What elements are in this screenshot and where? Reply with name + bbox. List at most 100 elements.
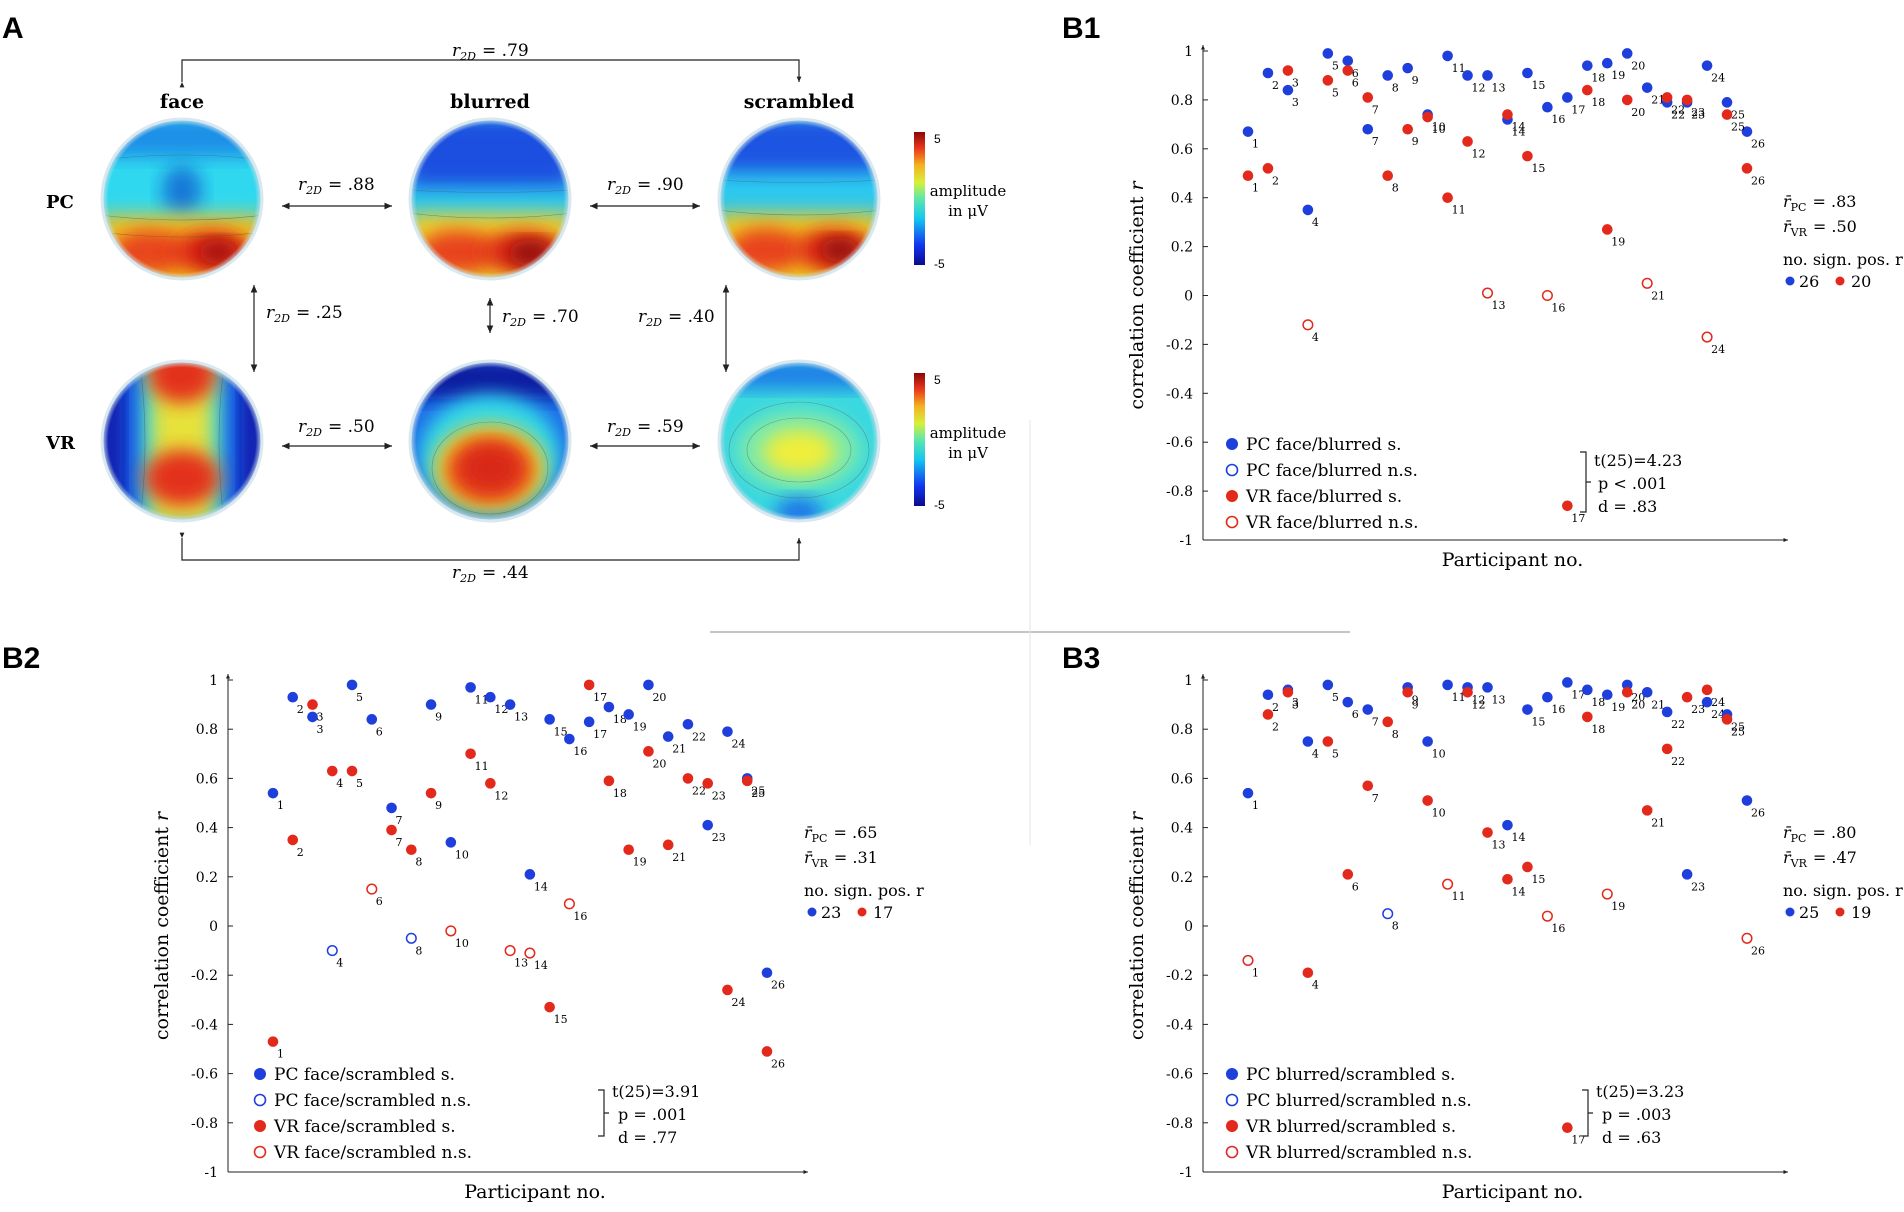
y-tick-label: -0.6 bbox=[191, 1067, 218, 1083]
point-pc-26 bbox=[1741, 126, 1753, 137]
topomap-pc-scrambled bbox=[717, 117, 881, 281]
stats-b2-bracket bbox=[598, 1089, 609, 1137]
point-pc-9 bbox=[1402, 62, 1413, 74]
point-pc-12 bbox=[1462, 70, 1473, 81]
point-vr-20 bbox=[1621, 687, 1633, 698]
point-vr-16 bbox=[1541, 910, 1553, 922]
point-label: 4 bbox=[1312, 216, 1319, 229]
point-label: 26 bbox=[1751, 138, 1765, 151]
point-label: 23 bbox=[712, 789, 726, 802]
point-vr-4 bbox=[1302, 967, 1314, 979]
legend-b1-vr-sig: VR face/blurred s. bbox=[1245, 487, 1402, 507]
point-label: 14 bbox=[534, 880, 548, 893]
point-pc-7 bbox=[1362, 704, 1374, 715]
point-label: 26 bbox=[1751, 944, 1765, 957]
point-pc-8 bbox=[1382, 70, 1394, 81]
colorbar-vr-label-1: amplitude bbox=[930, 424, 1007, 442]
stats-b3-p: p = .003 bbox=[1602, 1105, 1671, 1124]
y-axis-label: correlation coefficient r bbox=[1126, 180, 1148, 410]
point-vr-9 bbox=[425, 787, 437, 799]
stats-b2-t: t(25)=3.91 bbox=[612, 1082, 700, 1101]
summary-b1-pc-dot bbox=[1785, 276, 1795, 286]
point-label: 24 bbox=[1711, 708, 1725, 721]
topomap-vr-blurred bbox=[408, 359, 572, 523]
point-label: 6 bbox=[1352, 880, 1359, 893]
point-label: 11 bbox=[475, 760, 489, 773]
point-label: 14 bbox=[1511, 831, 1525, 844]
colorbar-vr-min: -5 bbox=[934, 498, 945, 512]
summary-b3-rvr: r̄VR = .47 bbox=[1783, 848, 1857, 870]
stats-b3-bracket bbox=[1582, 1089, 1593, 1137]
row-label-pc: PC bbox=[46, 192, 74, 213]
arrow-bottom-face-scrambled bbox=[179, 532, 802, 561]
point-pc-10 bbox=[1422, 736, 1433, 747]
y-tick-label: 0.8 bbox=[196, 722, 218, 738]
topomap-vr-face bbox=[100, 359, 264, 523]
point-vr-13 bbox=[1481, 287, 1494, 299]
point-pc-18 bbox=[603, 701, 615, 713]
point-pc-24 bbox=[1701, 696, 1713, 708]
colorbar-pc-label-1: amplitude bbox=[930, 182, 1007, 200]
point-label: 10 bbox=[1432, 123, 1446, 136]
point-vr-25 bbox=[741, 775, 753, 787]
summary-b3-pc-count: 25 bbox=[1799, 903, 1819, 922]
summary-b2-vr-count: 17 bbox=[873, 903, 893, 922]
point-label: 12 bbox=[1472, 698, 1486, 711]
point-vr-5 bbox=[1322, 75, 1334, 86]
point-vr-1 bbox=[1242, 170, 1254, 181]
point-pc-15 bbox=[1522, 704, 1533, 715]
point-vr-12 bbox=[1462, 687, 1473, 698]
point-label: 25 bbox=[1731, 720, 1745, 733]
legend-b3-vr-sig-marker bbox=[1226, 1120, 1238, 1132]
point-pc-24 bbox=[722, 726, 733, 737]
point-label: 23 bbox=[1691, 703, 1705, 716]
point-pc-13 bbox=[1482, 682, 1493, 693]
point-vr-1 bbox=[1242, 954, 1254, 966]
legend-b2-pc-sig: PC face/scrambled s. bbox=[274, 1065, 455, 1085]
point-pc-6 bbox=[1342, 696, 1354, 708]
point-vr-21 bbox=[662, 839, 674, 851]
point-vr-20 bbox=[1621, 94, 1633, 106]
point-label: 7 bbox=[396, 836, 403, 849]
point-label: 1 bbox=[1252, 182, 1259, 195]
point-label: 1 bbox=[1252, 799, 1259, 812]
point-label: 14 bbox=[1511, 121, 1525, 134]
point-label: 9 bbox=[435, 711, 442, 724]
legend-b1-pc-sig: PC face/blurred s. bbox=[1246, 435, 1402, 455]
point-label: 14 bbox=[534, 959, 548, 972]
point-vr-12 bbox=[485, 778, 496, 789]
point-pc-2 bbox=[1262, 689, 1274, 701]
point-label: 18 bbox=[1591, 96, 1605, 109]
y-tick-label: -0.6 bbox=[1166, 435, 1193, 451]
point-vr-23 bbox=[1681, 94, 1693, 106]
x-axis-label: Participant no. bbox=[464, 1181, 606, 1203]
point-label: 3 bbox=[1292, 696, 1299, 709]
point-label: 22 bbox=[1671, 103, 1685, 116]
stats-b1-t-full: t(25)=4.23 bbox=[1594, 451, 1682, 470]
y-tick-label: 0.2 bbox=[196, 870, 218, 886]
point-label: 15 bbox=[554, 725, 568, 738]
corr-scrambled-pc-vr: r2D = .40 bbox=[638, 307, 715, 329]
point-label: 18 bbox=[1591, 72, 1605, 85]
point-label: 16 bbox=[1551, 302, 1565, 315]
point-label: 10 bbox=[1432, 807, 1446, 820]
y-tick-label: -1 bbox=[204, 1165, 218, 1181]
point-label: 4 bbox=[1312, 748, 1319, 761]
point-label: 16 bbox=[1551, 113, 1565, 126]
point-label: 13 bbox=[514, 711, 528, 724]
point-pc-16 bbox=[564, 733, 575, 745]
point-vr-18 bbox=[603, 775, 615, 787]
y-tick-label: -0.4 bbox=[191, 1017, 218, 1033]
legend-b2-pc-ns: PC face/scrambled n.s. bbox=[274, 1091, 471, 1111]
point-pc-13 bbox=[1482, 70, 1493, 81]
y-tick-label: -0.8 bbox=[1166, 1116, 1193, 1132]
point-vr-26 bbox=[1741, 932, 1753, 944]
point-vr-8 bbox=[1382, 170, 1394, 181]
point-pc-20 bbox=[1621, 48, 1633, 59]
point-pc-11 bbox=[1442, 679, 1453, 691]
point-label: 23 bbox=[1691, 108, 1705, 121]
legend-b2-pc-sig-marker bbox=[254, 1068, 266, 1080]
point-pc-8 bbox=[405, 932, 417, 944]
summary-b2-rpc: r̄PC = .65 bbox=[804, 823, 877, 845]
topomap-pc-blurred bbox=[408, 117, 572, 281]
